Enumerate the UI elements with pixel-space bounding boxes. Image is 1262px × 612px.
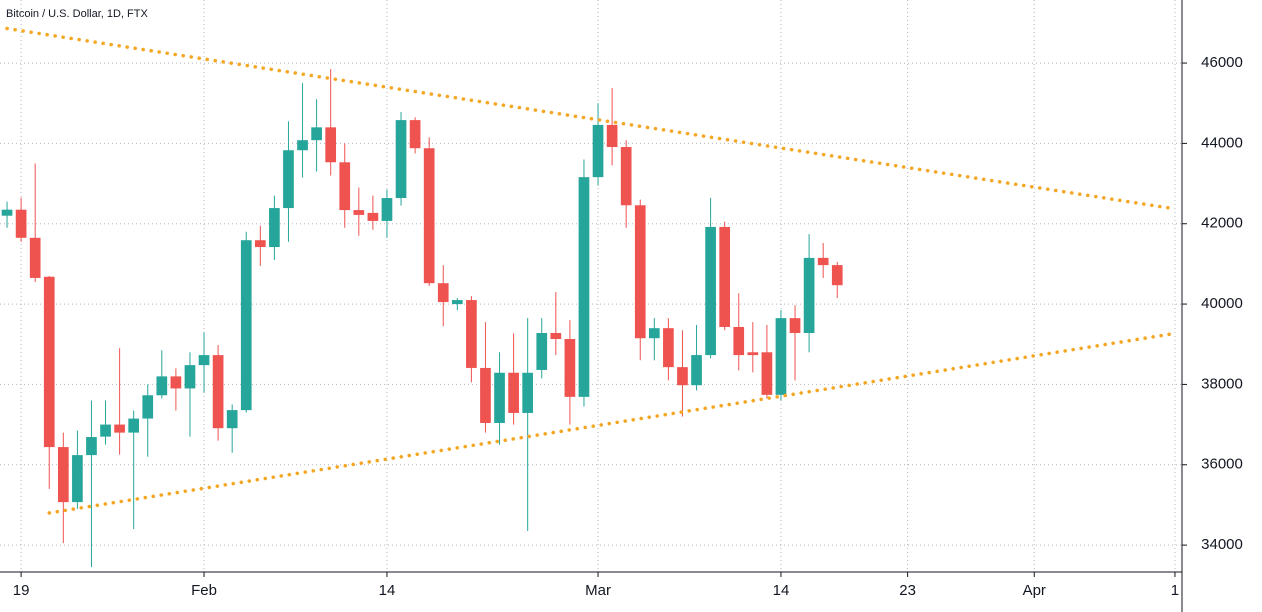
- candle-body: [240, 240, 252, 411]
- candle-body: [72, 455, 83, 503]
- candle-body: [57, 447, 69, 503]
- x-tick-label: 23: [899, 582, 916, 599]
- candle-body: [311, 127, 322, 141]
- candle-body: [29, 237, 41, 278]
- candle-body: [747, 352, 759, 356]
- candle-body: [283, 150, 294, 209]
- candle-body: [170, 376, 182, 389]
- candle-body: [156, 376, 168, 396]
- candle-body: [480, 367, 491, 423]
- x-tick-label: Apr: [1023, 582, 1046, 599]
- candle-body: [142, 395, 154, 419]
- candle-body: [522, 372, 534, 413]
- candle-body: [620, 147, 632, 206]
- candle-body: [634, 205, 646, 339]
- candle-body: [705, 226, 716, 356]
- candle-body: [269, 208, 280, 248]
- candle-body: [775, 318, 787, 395]
- candle-body: [592, 124, 604, 178]
- candle-body: [550, 332, 562, 340]
- candle-body: [254, 240, 266, 248]
- candle-body: [733, 326, 745, 356]
- y-tick-label: 36000: [1201, 456, 1243, 473]
- candle-body: [86, 437, 97, 456]
- candle-body: [789, 318, 801, 333]
- x-tick-label: Feb: [191, 582, 217, 599]
- candle-body: [395, 120, 407, 199]
- candle-body: [339, 162, 351, 211]
- candle-body: [803, 257, 815, 333]
- y-tick-label: 38000: [1201, 375, 1243, 392]
- candle-body: [494, 372, 505, 423]
- candle-body: [423, 148, 435, 284]
- candle-body: [128, 418, 140, 433]
- x-tick-label: 14: [379, 582, 396, 599]
- candle-body: [437, 283, 449, 303]
- y-tick-label: 42000: [1201, 215, 1243, 232]
- candle-body: [677, 367, 688, 386]
- x-tick-label: 19: [13, 582, 30, 599]
- candle-body: [409, 120, 421, 149]
- candle-body: [15, 209, 27, 238]
- y-tick-label: 40000: [1201, 295, 1243, 312]
- x-tick-label: 1: [1171, 582, 1179, 599]
- chart-title: Bitcoin / U.S. Dollar, 1D, FTX: [6, 8, 148, 20]
- trend-line: [5, 26, 1177, 211]
- y-tick-label: 46000: [1201, 54, 1243, 71]
- candle-body: [536, 332, 548, 370]
- candle-body: [114, 424, 125, 433]
- candle-body: [691, 355, 702, 386]
- y-tick-label: 44000: [1201, 134, 1243, 151]
- candle-body: [508, 372, 519, 413]
- candle-body: [466, 300, 477, 368]
- candle-body: [719, 226, 731, 327]
- candle-body: [381, 198, 393, 221]
- candle-body: [578, 177, 590, 397]
- candle-body: [297, 140, 308, 151]
- candle-body: [1, 209, 13, 216]
- candle-body: [648, 328, 660, 339]
- candle-body: [817, 257, 829, 266]
- candle-body: [353, 210, 365, 215]
- candle-body: [663, 328, 674, 368]
- x-tick-label: 14: [773, 582, 790, 599]
- candle-body: [761, 352, 773, 395]
- candle-body: [367, 212, 379, 221]
- candle-body: [198, 355, 210, 366]
- candle-body: [184, 365, 196, 389]
- candle-body: [212, 355, 224, 429]
- candle-body: [564, 339, 576, 397]
- candle-body: [451, 300, 463, 305]
- candle-body: [226, 410, 238, 429]
- candle-body: [606, 124, 618, 148]
- candle-body: [100, 424, 111, 437]
- candle-body: [43, 276, 55, 448]
- candle-body: [831, 265, 843, 286]
- y-tick-label: 34000: [1201, 536, 1243, 553]
- candle-body: [325, 127, 337, 163]
- x-tick-label: Mar: [585, 582, 611, 599]
